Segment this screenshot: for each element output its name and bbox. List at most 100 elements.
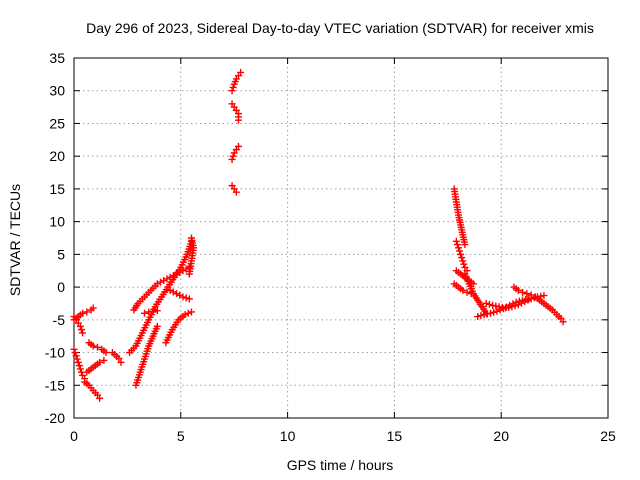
data-point [153, 307, 161, 315]
y-tick-label: 15 [49, 181, 65, 197]
data-point [453, 241, 461, 249]
series-seg-g [108, 349, 125, 366]
x-tick-label: 15 [387, 428, 403, 444]
data-point [117, 358, 125, 366]
data-point [77, 326, 85, 334]
series-seg-t [452, 237, 471, 275]
y-tick-label: 25 [49, 115, 65, 131]
y-tick-label: -15 [45, 377, 65, 393]
data-point [234, 116, 242, 124]
series-seg-q [228, 142, 242, 163]
y-tick-label: -5 [53, 312, 66, 328]
y-tick-label: -20 [45, 410, 65, 426]
data-point [457, 250, 465, 258]
y-tick-label: 35 [49, 50, 65, 66]
data-point [179, 293, 187, 301]
data-point [487, 309, 495, 317]
series-seg-d [83, 356, 108, 376]
series-seg-p [228, 100, 242, 124]
y-axis-title: SDTVAR / TECUs [7, 184, 23, 296]
data-point [176, 291, 184, 299]
series-seg-i [130, 263, 193, 314]
data-point [459, 286, 467, 294]
data-point [187, 308, 195, 316]
series-seg-c [70, 345, 89, 383]
data-point [157, 278, 165, 286]
data-point [521, 297, 529, 305]
data-point [76, 322, 84, 330]
data-point [79, 329, 87, 337]
series-seg-b [70, 304, 97, 324]
data-point [229, 83, 237, 91]
data-point [530, 294, 538, 302]
data-point [173, 290, 181, 298]
data-point [185, 295, 193, 303]
data-point [229, 152, 237, 160]
y-tick-label: -10 [45, 345, 65, 361]
series-seg-n [185, 234, 198, 278]
data-point [71, 349, 79, 357]
data-point [184, 309, 192, 317]
data-point [72, 352, 80, 360]
series-seg-r [228, 182, 240, 196]
data-point [454, 244, 462, 252]
data-point [234, 142, 242, 150]
data-point [160, 277, 168, 285]
y-tick-label: 10 [49, 214, 65, 230]
data-point [100, 356, 108, 364]
data-point [452, 237, 460, 245]
data-point [527, 295, 535, 303]
x-tick-labels: 0 5 10 15 20 25 [70, 428, 616, 444]
series-seg-j [132, 322, 161, 389]
data-point [493, 307, 501, 315]
data-point [153, 322, 161, 330]
data-point [463, 288, 471, 296]
y-tick-label: 20 [49, 148, 65, 164]
data-point [458, 254, 466, 262]
data-point [140, 309, 148, 317]
data-point [508, 303, 516, 311]
data-point [228, 155, 236, 163]
data-point [96, 358, 104, 366]
y-tick-label: 5 [57, 246, 65, 262]
data-point [540, 292, 548, 300]
data-point [70, 345, 78, 353]
chart-title: Day 296 of 2023, Sidereal Day-to-day VTE… [86, 20, 594, 36]
series-seg-w [461, 270, 490, 317]
series-seg-o [228, 68, 245, 95]
series-seg-k [140, 307, 161, 317]
data-point [511, 302, 519, 310]
data-point [485, 300, 493, 308]
data-point [237, 68, 245, 76]
data-point [474, 313, 482, 321]
data-point [460, 260, 468, 268]
data-point [482, 299, 490, 307]
x-axis-title: GPS time / hours [287, 457, 394, 473]
data-point [187, 234, 195, 242]
y-tick-labels: -20 -15 -10 -5 0 5 10 15 20 25 30 35 [45, 50, 65, 426]
data-point [459, 257, 467, 265]
series-seg-f [81, 378, 104, 402]
data-point [169, 288, 177, 296]
series-seg-l [162, 308, 195, 347]
data-point [115, 354, 123, 362]
data-point [559, 318, 567, 326]
data-point [228, 87, 236, 95]
data-point [74, 358, 82, 366]
data-point [89, 342, 97, 350]
series-seg-e [85, 339, 110, 357]
grid-lines [74, 58, 608, 418]
data-point [96, 394, 104, 402]
data-point [477, 312, 485, 320]
data-point [519, 288, 527, 296]
data-point [76, 365, 84, 373]
x-tick-label: 0 [70, 428, 78, 444]
x-tick-label: 20 [493, 428, 509, 444]
data-point [182, 294, 190, 302]
series-seg-x [474, 295, 533, 321]
data-point [181, 311, 189, 319]
series-seg-z [482, 292, 548, 312]
data-point [89, 304, 97, 312]
data-point [75, 362, 83, 370]
